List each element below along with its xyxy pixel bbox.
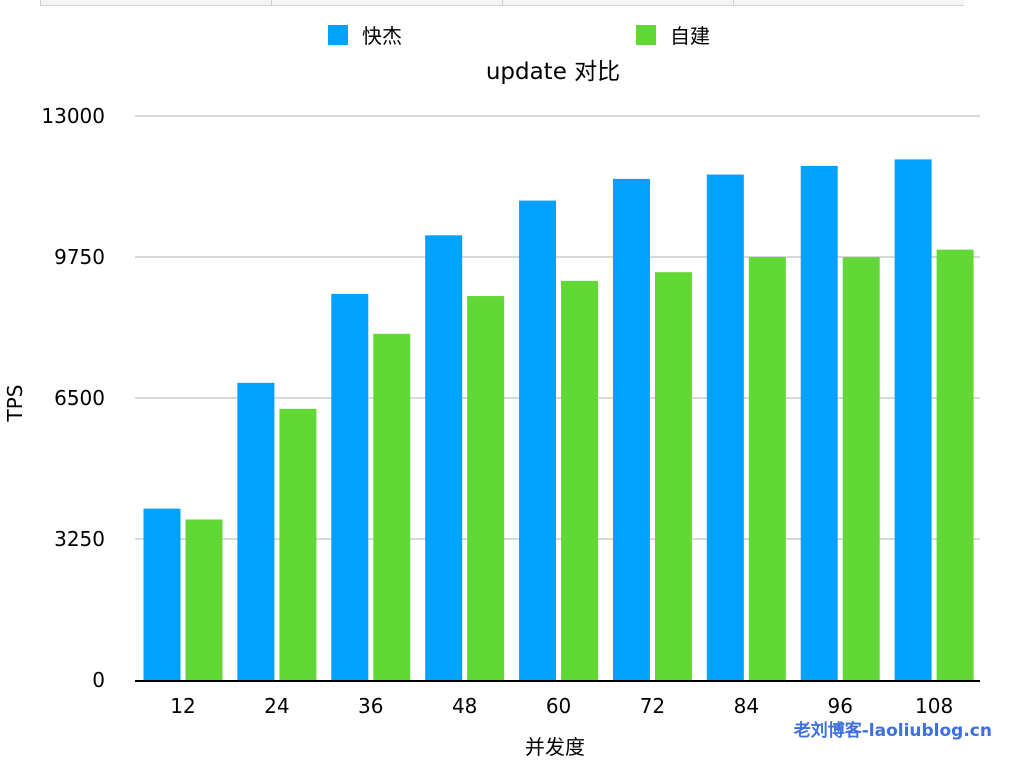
x-tick-label: 60: [546, 694, 571, 718]
y-axis-label: TPS: [3, 385, 27, 423]
gridlines: [135, 115, 980, 540]
bar-zijian-72: [654, 272, 692, 680]
bar-kuaijie-24: [237, 382, 275, 680]
y-tick-label: 0: [92, 668, 105, 692]
bar-zijian-108: [936, 249, 974, 680]
bar-kuaijie-48: [425, 235, 463, 681]
bar-kuaijie-60: [519, 200, 557, 680]
bar-zijian-12: [185, 519, 223, 680]
bar-kuaijie-72: [612, 178, 650, 680]
x-tick-label: 12: [170, 694, 195, 718]
bar-kuaijie-96: [800, 165, 838, 680]
legend-label-kuaijie: 快杰: [362, 24, 402, 48]
bar-zijian-60: [561, 280, 599, 680]
y-tick-label: 13000: [41, 104, 105, 128]
bar-kuaijie-84: [706, 174, 744, 681]
chart-legend: 快杰 自建: [328, 24, 710, 48]
x-tick-label: 48: [452, 694, 477, 718]
x-axis-ticks: 12 24 36 48 60 72 84 96 108: [170, 694, 953, 718]
x-tick-label: 72: [640, 694, 665, 718]
legend-label-zijian: 自建: [670, 24, 710, 48]
bar-zijian-84: [748, 257, 786, 680]
legend-swatch-zijian: [636, 25, 656, 45]
bar-kuaijie-36: [331, 293, 369, 680]
bar-kuaijie-12: [143, 508, 181, 680]
bar-zijian-36: [373, 333, 411, 680]
y-tick-label: 6500: [54, 386, 105, 410]
x-tick-label: 36: [358, 694, 383, 718]
y-tick-label: 3250: [54, 527, 105, 551]
bar-zijian-24: [279, 408, 317, 680]
x-axis-label: 并发度: [525, 735, 585, 759]
legend-swatch-kuaijie: [328, 25, 348, 45]
bar-zijian-48: [467, 296, 505, 680]
bar-kuaijie-108: [894, 159, 932, 680]
x-tick-label: 84: [734, 694, 759, 718]
bars: [143, 159, 974, 681]
x-tick-label: 24: [264, 694, 289, 718]
y-tick-label: 9750: [54, 245, 105, 269]
y-axis-ticks: 0 3250 6500 9750 13000: [41, 104, 105, 692]
x-tick-label: 108: [915, 694, 953, 718]
chart-title: update 对比: [486, 59, 620, 85]
watermark-text: 老刘博客-laoliublog.cn: [793, 721, 992, 741]
top-window-strip: [0, 0, 1024, 6]
bar-zijian-96: [842, 257, 880, 680]
x-tick-label: 96: [827, 694, 852, 718]
